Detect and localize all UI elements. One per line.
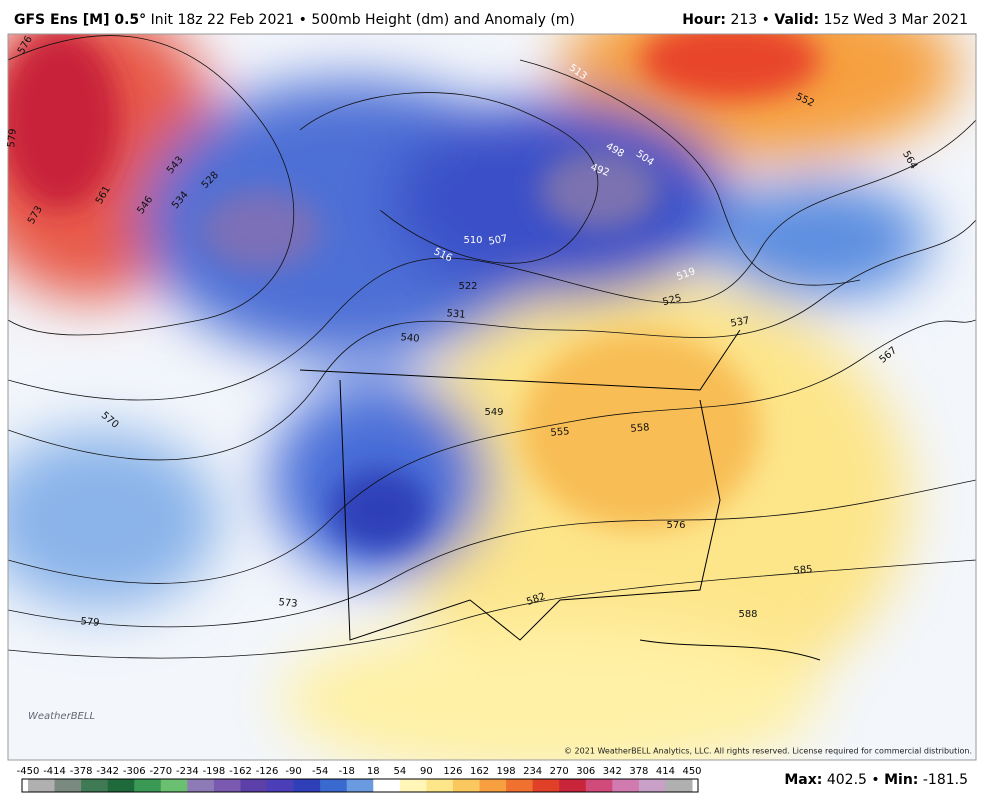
header-right: Hour: 213 • Valid: 15z Wed 3 Mar 2021 [682,12,968,28]
contour-label: 588 [738,609,757,620]
contour-label: 507 [488,233,509,247]
contour-label: 549 [484,407,503,418]
colorbar-swatch [213,779,241,792]
colorbar-swatch [559,779,587,792]
colorbar-tick-label: 126 [443,766,462,777]
colorbar-swatch [399,779,427,792]
hour-label: Hour: [682,12,727,28]
separator: • [761,12,770,28]
contour-label: 531 [446,308,466,321]
colorbar-tick-label: 162 [470,766,489,777]
colorbar-tick-label: -54 [312,766,328,777]
contour-label: 573 [278,597,298,610]
max: 402.5 [826,772,867,788]
contour-label: 558 [630,422,650,435]
hour: 213 [730,12,758,28]
colorbar-tick-label: -18 [339,766,355,777]
valid: 15z Wed 3 Mar 2021 [823,12,968,28]
colorbar-swatch [612,779,640,792]
colorbar-tick-label: -378 [70,766,93,777]
stats: Max: 402.5 • Min: -181.5 [784,772,968,788]
colorbar-swatch [160,779,188,792]
borders [299,329,821,661]
colorbar-tick-label: -270 [149,766,172,777]
colorbar-frame [21,778,699,793]
contour-label: 522 [458,281,477,292]
anomaly-field [8,34,976,760]
copyright: © 2021 WeatherBELL Analytics, LLC. All r… [564,747,972,756]
colorbar-tick-label: -450 [17,766,40,777]
colorbar-tick-label: -306 [123,766,146,777]
colorbar-swatch [452,779,481,792]
colorbar-swatch [134,779,162,792]
colorbar-swatch [426,779,454,792]
colorbar-tick-label: 198 [497,766,516,777]
colorbar-swatch [585,779,613,792]
contour-label: 585 [793,564,813,577]
model: GFS Ens [M] 0.5° [14,12,147,28]
colorbar-swatch [187,779,215,792]
colorbar-tick-label: -162 [229,766,252,777]
colorbar-tick-label: 54 [393,766,406,777]
colorbar-swatch [267,779,295,792]
contour-label: 579 [6,128,19,148]
colorbar-tick-label: 342 [603,766,622,777]
min: -181.5 [922,772,968,788]
contour-label: 537 [730,315,751,329]
description: Init 18z 22 Feb 2021 • 500mb Height (dm)… [150,12,575,28]
header-left: GFS Ens [M] 0.5° Init 18z 22 Feb 2021 • … [14,12,575,28]
colorbar-tick-label: -90 [285,766,301,777]
colorbar-tick-label: 306 [576,766,595,777]
separator: • [871,772,880,788]
colorbar-swatch [373,779,401,792]
contour-label: 510 [463,235,482,246]
colorbar-tick-label: 90 [420,766,433,777]
colorbar-tick-label: -126 [256,766,279,777]
map-frame [7,33,977,761]
colorbar-swatch [293,779,321,792]
contour-label: 555 [550,426,570,439]
colorbar-tick-label: -234 [176,766,199,777]
colorbar-tick-label: 18 [367,766,380,777]
contour-label: 576 [666,520,685,531]
colorbar-swatch [479,779,507,792]
colorbar-swatch [506,779,534,792]
colorbar-tick-label: -198 [203,766,226,777]
colorbar-swatch [81,779,109,792]
colorbar-tick-label: 414 [656,766,675,777]
colorbar-swatch [107,779,135,792]
colorbar-tick-label: 270 [550,766,569,777]
colorbar-swatch [532,779,560,792]
colorbar-swatch [638,779,666,792]
colorbar-swatch [665,779,693,792]
contour-label: 540 [400,332,420,345]
valid-label: Valid: [774,12,820,28]
colorbar: -450 -414 -378 -342 -306 -270 -234 -198 -162 -126… [17,766,702,793]
colorbar-swatch [28,779,56,792]
colorbar-tick-label: 234 [523,766,542,777]
contour-label: 525 [661,293,682,309]
colorbar-swatch [346,779,374,792]
max-label: Max: [784,772,823,788]
colorbar-tick-label: 450 [682,766,701,777]
min-label: Min: [884,772,919,788]
colorbar-swatch [320,779,348,792]
contour-label: 579 [80,616,100,629]
colorbar-tick-label: -414 [43,766,66,777]
colorbar-swatch [54,779,82,792]
colorbar-swatch [240,779,268,792]
contours [8,35,976,659]
colorbar-tick-label: 378 [629,766,648,777]
colorbar-tick-label: -342 [96,766,119,777]
logo: WeatherBELL [28,711,95,722]
